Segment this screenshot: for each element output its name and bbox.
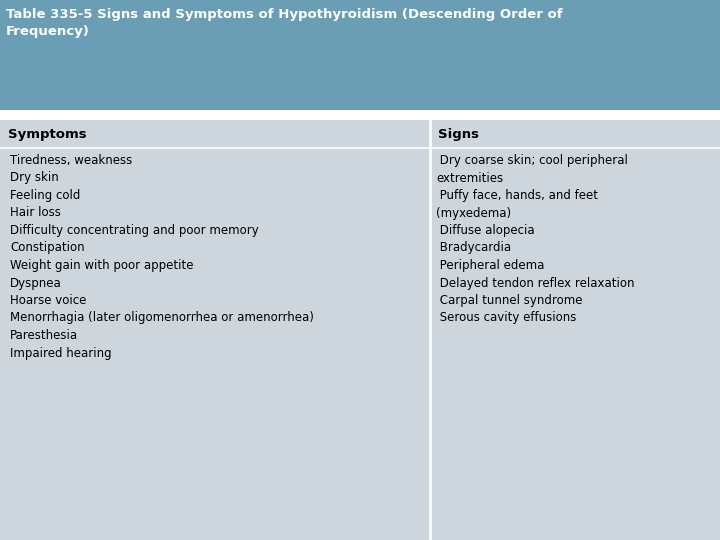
Text: Paresthesia: Paresthesia [10,329,78,342]
Text: Feeling cold: Feeling cold [10,189,81,202]
Text: Puffy face, hands, and feet: Puffy face, hands, and feet [436,189,598,202]
Text: Table 335-5 Signs and Symptoms of Hypothyroidism (Descending Order of
Frequency): Table 335-5 Signs and Symptoms of Hypoth… [6,8,562,38]
Text: Symptoms: Symptoms [8,128,86,141]
Text: Tiredness, weakness: Tiredness, weakness [10,154,132,167]
Text: Impaired hearing: Impaired hearing [10,347,112,360]
Text: extremities: extremities [436,172,503,185]
Text: Menorrhagia (later oligomenorrhea or amenorrhea): Menorrhagia (later oligomenorrhea or ame… [10,312,314,325]
Text: Dyspnea: Dyspnea [10,276,62,289]
Text: Hoarse voice: Hoarse voice [10,294,86,307]
Text: Serous cavity effusions: Serous cavity effusions [436,312,577,325]
Text: Weight gain with poor appetite: Weight gain with poor appetite [10,259,194,272]
Text: Peripheral edema: Peripheral edema [436,259,544,272]
FancyBboxPatch shape [0,110,720,120]
Text: Dry coarse skin; cool peripheral: Dry coarse skin; cool peripheral [436,154,628,167]
Text: (myxedema): (myxedema) [436,206,511,219]
Text: Constipation: Constipation [10,241,85,254]
Text: Hair loss: Hair loss [10,206,61,219]
Text: Difficulty concentrating and poor memory: Difficulty concentrating and poor memory [10,224,258,237]
Text: Carpal tunnel syndrome: Carpal tunnel syndrome [436,294,582,307]
FancyBboxPatch shape [0,0,720,110]
Text: Bradycardia: Bradycardia [436,241,511,254]
Text: Dry skin: Dry skin [10,172,59,185]
Text: Delayed tendon reflex relaxation: Delayed tendon reflex relaxation [436,276,634,289]
Text: Signs: Signs [438,128,479,141]
Text: Diffuse alopecia: Diffuse alopecia [436,224,535,237]
